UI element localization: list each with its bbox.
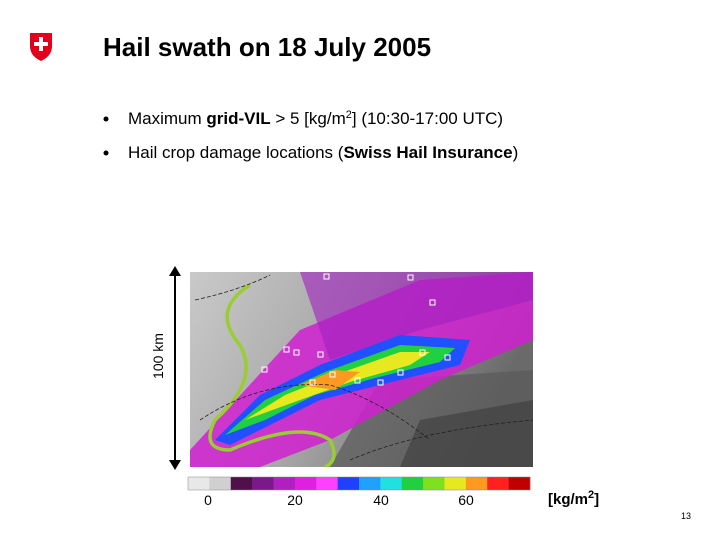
colorbar-swatch <box>273 477 296 490</box>
colorbar-swatch <box>444 477 467 490</box>
text-run: [kg/m <box>548 491 588 508</box>
page-number: 13 <box>681 511 691 521</box>
colorbar-swatch <box>401 477 424 490</box>
text-run: Swiss Hail Insurance <box>343 143 512 162</box>
colorbar <box>187 476 531 491</box>
text-run: 2 <box>588 489 594 501</box>
bullet-dot <box>103 116 109 122</box>
colorbar-swatch <box>252 477 274 490</box>
text-run: ] <box>594 491 599 508</box>
colorbar-label: 60 <box>458 492 474 508</box>
bullet-dot <box>103 150 109 156</box>
text-run: > 5 [kg/m <box>271 109 346 128</box>
colorbar-swatch <box>508 477 531 490</box>
scale-label: 100 km <box>150 333 166 379</box>
text-run: Maximum <box>128 109 206 128</box>
colorbar-label: 0 <box>204 492 212 508</box>
colorbar-label: 20 <box>287 492 303 508</box>
colorbar-swatch <box>230 477 253 490</box>
bullet-text: Maximum grid-VIL > 5 [kg/m2] (10:30-17:0… <box>128 109 503 128</box>
radar-map <box>190 272 533 467</box>
text-run: ] (10:30-17:00 UTC) <box>352 109 503 128</box>
colorbar-unit: [kg/m2] <box>548 489 599 508</box>
bullet-text: Hail crop damage locations (Swiss Hail I… <box>128 143 518 162</box>
text-run: Hail crop damage locations ( <box>128 143 344 162</box>
colorbar-swatch <box>359 477 381 490</box>
text-run: 2 <box>346 109 352 121</box>
colorbar-swatch <box>294 477 317 490</box>
text-run: grid-VIL <box>206 109 270 128</box>
colorbar-swatch <box>423 477 445 490</box>
text-run: ) <box>513 143 519 162</box>
colorbar-labels: 0 20 40 60 <box>204 492 474 508</box>
colorbar-label: 40 <box>373 492 389 508</box>
logo <box>30 33 52 61</box>
colorbar-swatch <box>209 477 232 490</box>
bullet-list: Maximum grid-VIL > 5 [kg/m2] (10:30-17:0… <box>103 109 518 162</box>
colorbar-swatch <box>316 477 338 490</box>
colorbar-swatch <box>487 477 509 490</box>
slide-title: Hail swath on 18 July 2005 <box>103 32 431 62</box>
colorbar-swatch <box>188 477 210 490</box>
colorbar-swatch <box>465 477 488 490</box>
colorbar-swatch <box>337 477 360 490</box>
scale-arrow <box>169 266 181 470</box>
colorbar-frame <box>187 476 531 491</box>
colorbar-swatch <box>380 477 403 490</box>
